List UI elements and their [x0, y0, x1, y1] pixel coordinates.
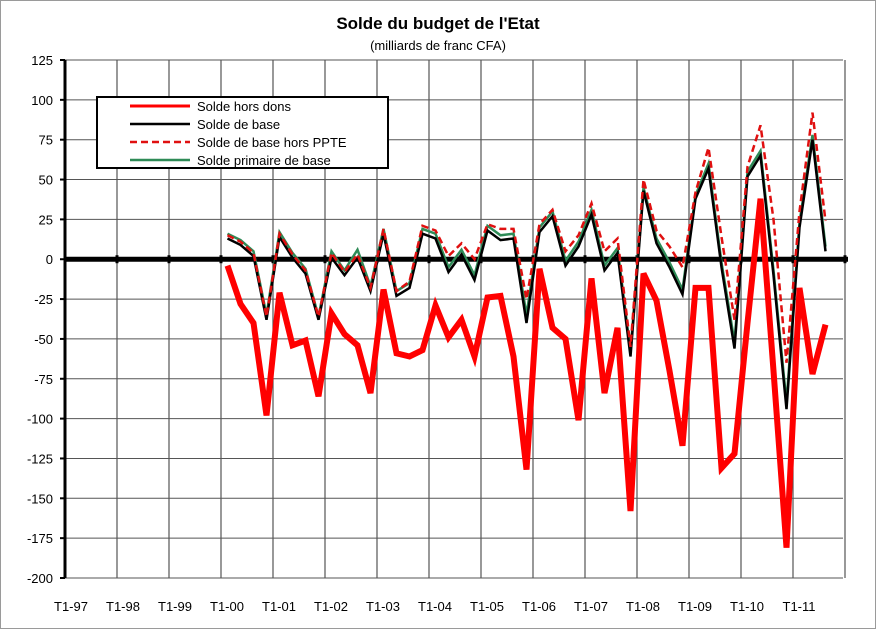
legend-label: Solde de base hors PPTE	[197, 135, 347, 150]
x-tick-label: T1-11	[783, 599, 816, 614]
x-tick-label: T1-06	[522, 599, 556, 614]
y-tick-label: 100	[31, 93, 53, 108]
series-line-3	[226, 134, 827, 403]
y-tick-label: -100	[27, 412, 53, 427]
y-tick-label: -125	[27, 451, 53, 466]
x-tick-label: T1-07	[574, 599, 608, 614]
x-tick-label: T1-09	[678, 599, 712, 614]
legend-label: Solde primaire de base	[197, 153, 331, 168]
x-tick-label: T1-99	[158, 599, 192, 614]
series-line-0	[224, 198, 829, 548]
y-tick-label: -50	[34, 332, 53, 347]
x-tick-label: T1-04	[418, 599, 452, 614]
series-line-2	[226, 112, 827, 363]
y-tick-label: 50	[39, 173, 53, 188]
y-tick-label: -25	[34, 292, 53, 307]
x-tick-label: T1-10	[730, 599, 764, 614]
legend-label: Solde de base	[197, 117, 280, 132]
x-tick-label: T1-00	[210, 599, 244, 614]
y-tick-label: -175	[27, 531, 53, 546]
y-tick-label: -150	[27, 491, 53, 506]
x-tick-label: T1-97	[54, 599, 88, 614]
legend-label: Solde hors dons	[197, 99, 291, 114]
x-tick-label: T1-08	[626, 599, 660, 614]
legend-box	[96, 96, 389, 169]
y-tick-label: 25	[39, 212, 53, 227]
y-tick-label: 125	[31, 53, 53, 68]
x-tick-label: T1-03	[366, 599, 400, 614]
y-tick-label: 0	[46, 252, 53, 267]
y-tick-label: -200	[27, 571, 53, 586]
x-tick-label: T1-01	[262, 599, 296, 614]
series-line-1	[226, 139, 827, 410]
y-tick-label: -75	[34, 372, 53, 387]
x-tick-label: T1-98	[106, 599, 140, 614]
x-tick-label: T1-05	[470, 599, 504, 614]
chart-subtitle: (milliards de franc CFA)	[370, 38, 506, 53]
x-tick-label: T1-02	[314, 599, 348, 614]
y-tick-label: 75	[39, 133, 53, 148]
chart-title: Solde du budget de l'Etat	[336, 14, 540, 33]
